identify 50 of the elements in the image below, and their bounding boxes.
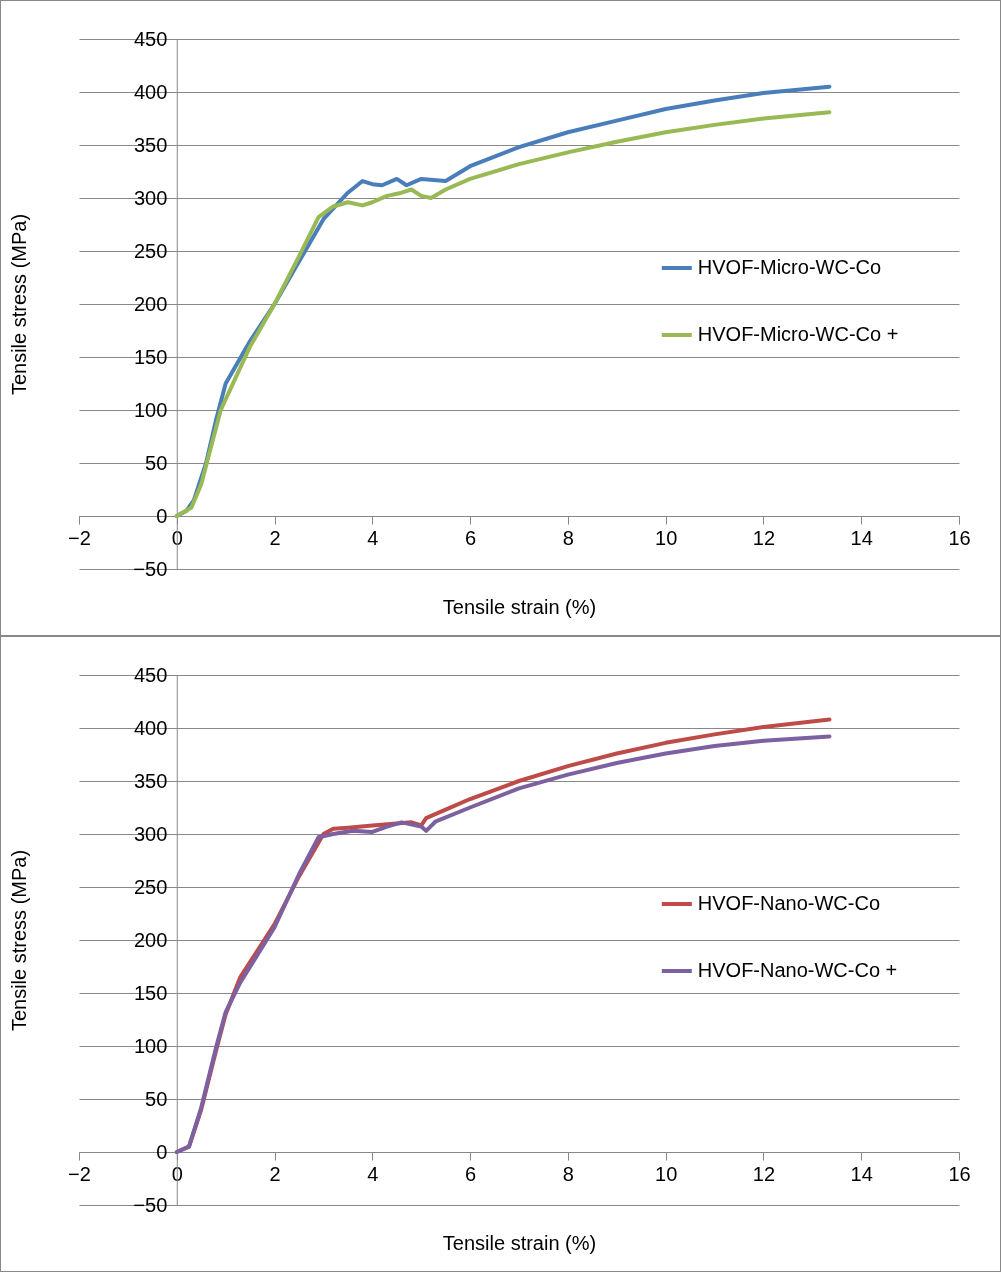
y-tick-label: 50 [145, 1087, 168, 1110]
x-axis-title: Tensile strain (%) [442, 595, 597, 618]
legend-label: HVOF-Micro-WC-Co + [697, 323, 899, 345]
y-tick-label: 450 [133, 27, 168, 50]
x-tick-label: 6 [465, 526, 477, 549]
y-tick-label: 450 [133, 663, 168, 686]
y-tick-label: 400 [133, 716, 168, 739]
y-tick-label: 0 [156, 1140, 168, 1163]
y-tick-label: −50 [133, 1193, 168, 1216]
x-tick-label: 2 [269, 526, 281, 549]
x-tick-label: 8 [562, 526, 574, 549]
y-tick-label: 300 [133, 822, 168, 845]
legend-label: HVOF-Nano-WC-Co + [697, 959, 898, 981]
x-tick-label: 14 [850, 1162, 873, 1185]
x-tick-label: 0 [171, 1162, 183, 1185]
x-tick-label: 16 [948, 1162, 971, 1185]
x-tick-label: 2 [269, 1162, 281, 1185]
y-axis-title: Tensile stress (MPa) [7, 849, 30, 1032]
x-tick-label: 6 [465, 1162, 477, 1185]
x-tick-label: 8 [562, 1162, 574, 1185]
x-tick-label: −2 [68, 526, 91, 549]
x-tick-label: −2 [68, 1162, 91, 1185]
y-tick-label: 150 [133, 981, 168, 1004]
y-tick-label: −50 [133, 557, 168, 580]
y-tick-label: 50 [145, 451, 168, 474]
y-tick-label: 150 [133, 345, 168, 368]
y-tick-label: 300 [133, 186, 168, 209]
y-tick-label: 100 [133, 398, 168, 421]
x-axis-title: Tensile strain (%) [442, 1231, 597, 1254]
y-axis-title: Tensile stress (MPa) [7, 213, 30, 396]
x-tick-label: 12 [752, 526, 776, 549]
y-tick-label: 100 [133, 1034, 168, 1057]
x-tick-label: 16 [948, 526, 971, 549]
x-tick-label: 10 [655, 1162, 678, 1185]
y-tick-label: 350 [133, 769, 168, 792]
x-tick-label: 0 [171, 526, 183, 549]
x-tick-label: 4 [367, 526, 379, 549]
y-tick-label: 400 [133, 80, 168, 103]
x-tick-label: 10 [655, 526, 678, 549]
y-tick-label: 250 [133, 239, 168, 262]
y-tick-label: 200 [133, 292, 168, 315]
x-tick-label: 14 [850, 526, 873, 549]
legend-label: HVOF-Nano-WC-Co [697, 892, 881, 914]
y-tick-label: 0 [156, 504, 168, 527]
x-tick-label: 12 [752, 1162, 776, 1185]
y-tick-label: 200 [133, 928, 168, 951]
y-tick-label: 350 [133, 133, 168, 156]
legend-label: HVOF-Micro-WC-Co [697, 256, 882, 278]
y-tick-label: 250 [133, 875, 168, 898]
x-tick-label: 4 [367, 1162, 379, 1185]
